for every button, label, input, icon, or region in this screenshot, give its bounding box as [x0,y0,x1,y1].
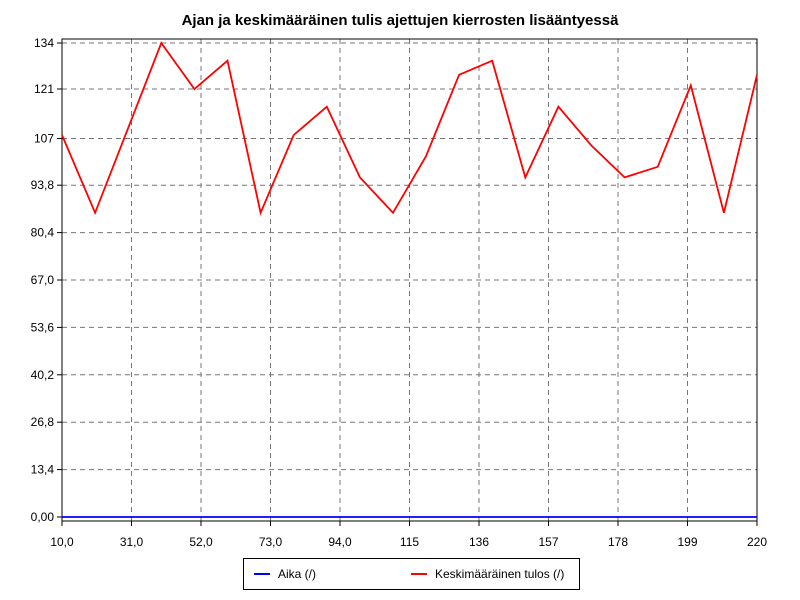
y-tick-label: 80,4 [31,226,55,240]
y-tick-label: 53,6 [31,320,55,334]
y-tick-label: 0,00 [31,510,55,524]
y-tick-label: 134 [34,36,54,50]
x-tick-label: 178 [608,535,628,549]
legend-item-aika: Aika (/) [254,559,316,589]
x-tick-label: 157 [538,535,558,549]
series-line-keskimaarainen-tulos [61,41,758,216]
y-tick-label: 93,8 [31,178,55,192]
axes: 0,00 13,4 26,8 40,2 53,6 67,0 80,4 93,8 107 121 13… [31,36,768,549]
legend-label-keskimaarainen-tulos: Keskimääräinen tulos (/) [435,567,565,581]
legend-item-keskimaarainen-tulos: Keskimääräinen tulos (/) [411,559,564,589]
y-tick-label: 40,2 [31,368,55,382]
x-tick-label: 73,0 [259,535,283,549]
x-tick-label: 31,0 [120,535,144,549]
x-tick-label: 220 [747,535,767,549]
series-lines [61,41,758,518]
chart-title: Ajan ja keskimääräinen tulis ajettujen k… [181,12,619,29]
y-tick-label: 121 [34,82,54,96]
y-tick-label: 13,4 [31,463,55,477]
x-tick-label: 52,0 [189,535,213,549]
x-tick-label: 10,0 [50,535,74,549]
legend-label-aika: Aika (/) [278,567,317,581]
y-tick-label: 67,0 [31,273,55,287]
legend-swatch-aika [254,573,270,575]
legend-swatch-keskimaarainen-tulos [411,573,427,575]
x-tick-label: 94,0 [328,535,352,549]
x-tick-label: 136 [469,535,489,549]
grid-lines [62,39,757,521]
x-tick-label: 199 [677,535,697,549]
y-tick-label: 26,8 [31,415,55,429]
x-tick-label: 115 [400,535,419,549]
legend: Aika (/) Keskimääräinen tulos (/) [243,558,580,590]
y-tick-label: 107 [34,132,54,146]
